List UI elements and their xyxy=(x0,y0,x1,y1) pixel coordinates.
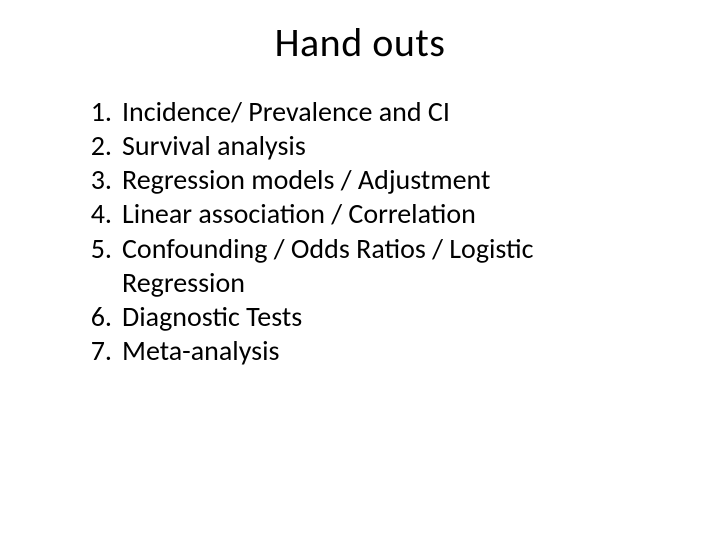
handouts-list: Incidence/ Prevalence and CI Survival an… xyxy=(60,95,660,368)
list-item: Linear association / Correlation xyxy=(118,197,660,231)
list-item: Incidence/ Prevalence and CI xyxy=(118,95,660,129)
list-item: Meta-analysis xyxy=(118,334,660,368)
list-item: Regression models / Adjustment xyxy=(118,163,660,197)
slide: Hand outs Incidence/ Prevalence and CI S… xyxy=(0,0,720,540)
list-item: Confounding / Odds Ratios / Logistic Reg… xyxy=(118,232,660,300)
list-item: Survival analysis xyxy=(118,129,660,163)
list-item: Diagnostic Tests xyxy=(118,300,660,334)
slide-title: Hand outs xyxy=(60,18,660,67)
